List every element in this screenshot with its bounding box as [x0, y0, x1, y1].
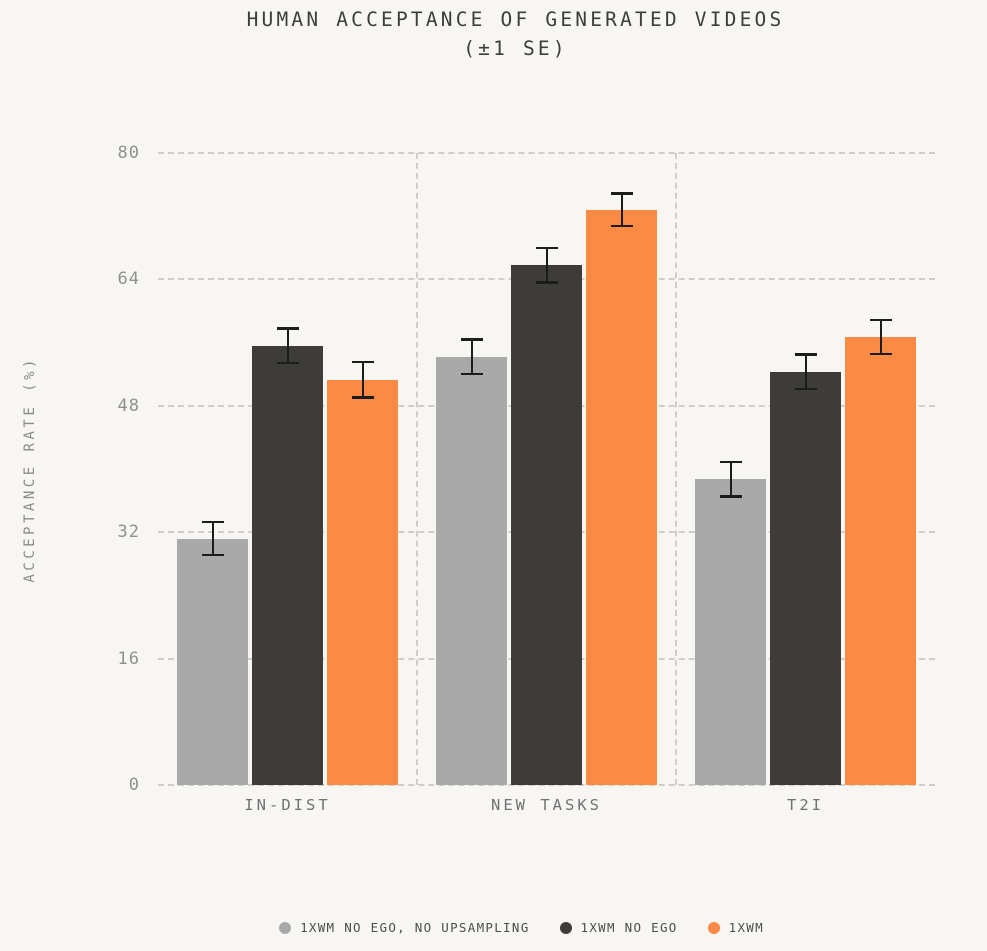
y-tick-label: 64: [117, 269, 140, 290]
x-tick-label: NEW TASKS: [491, 796, 602, 814]
gridline: [158, 152, 935, 154]
bar: [511, 265, 582, 785]
y-tick-label: 16: [117, 648, 140, 669]
error-cap-bottom: [794, 387, 817, 391]
error-bar: [719, 460, 742, 498]
x-tick-label: T2I: [787, 796, 824, 814]
gridline: [158, 784, 935, 786]
plot-area: [158, 152, 935, 786]
bar: [436, 356, 507, 785]
error-cap-bottom: [610, 224, 633, 228]
error-bar: [535, 246, 558, 284]
legend: 1XWM NO EGO, NO UPSAMPLING 1XWM NO EGO 1XW…: [0, 920, 987, 935]
error-cap-bottom: [351, 396, 374, 399]
x-axis-ticks: IN-DIST NEW TASKS T2I: [158, 796, 935, 820]
error-stem: [470, 339, 473, 375]
error-stem: [729, 461, 732, 497]
error-bar: [610, 192, 633, 228]
error-bar: [869, 318, 892, 356]
legend-label: 1XWM: [728, 920, 764, 935]
error-stem: [620, 193, 623, 227]
bar: [586, 209, 657, 785]
error-stem: [361, 361, 364, 398]
legend-item: 1XWM NO EGO, NO UPSAMPLING: [279, 920, 529, 935]
error-cap-bottom: [460, 372, 483, 376]
bar: [770, 371, 841, 785]
y-axis-ticks: 0 16 32 48 64 80: [0, 144, 140, 794]
bar: [327, 379, 398, 785]
error-bar: [201, 520, 224, 557]
y-tick-label: 80: [117, 143, 140, 163]
bar: [252, 345, 323, 785]
chart-title: HUMAN ACCEPTANCE OF GENERATED VIDEOS: [246, 8, 785, 31]
y-tick-label: 48: [117, 395, 140, 416]
bar: [177, 538, 248, 785]
error-cap-bottom: [201, 553, 224, 557]
error-cap-bottom: [535, 281, 558, 284]
error-cap-bottom: [869, 352, 892, 356]
error-stem: [286, 328, 289, 364]
y-tick-label: 32: [117, 522, 140, 543]
legend-item: 1XWM: [707, 920, 764, 935]
bar: [695, 479, 766, 785]
error-cap-bottom: [276, 361, 299, 365]
error-bar: [351, 360, 374, 399]
group-separator: [416, 153, 418, 785]
legend-item: 1XWM NO EGO: [559, 920, 678, 935]
error-stem: [804, 354, 807, 390]
chart-subtitle: (±1 SE): [463, 37, 568, 60]
legend-label: 1XWM NO EGO, NO UPSAMPLING: [300, 920, 530, 935]
error-cap-bottom: [719, 495, 742, 498]
error-bar: [276, 327, 299, 365]
x-tick-label: IN-DIST: [244, 796, 331, 814]
error-bar: [460, 338, 483, 376]
bar: [845, 337, 916, 785]
error-stem: [211, 521, 214, 556]
legend-marker: [707, 921, 720, 934]
legend-marker: [279, 921, 292, 934]
error-stem: [879, 319, 882, 355]
legend-label: 1XWM NO EGO: [580, 920, 678, 935]
group-separator: [675, 153, 677, 785]
error-bar: [794, 353, 817, 391]
legend-marker: [559, 921, 572, 934]
y-tick-label: 0: [128, 775, 140, 795]
error-stem: [545, 247, 548, 283]
